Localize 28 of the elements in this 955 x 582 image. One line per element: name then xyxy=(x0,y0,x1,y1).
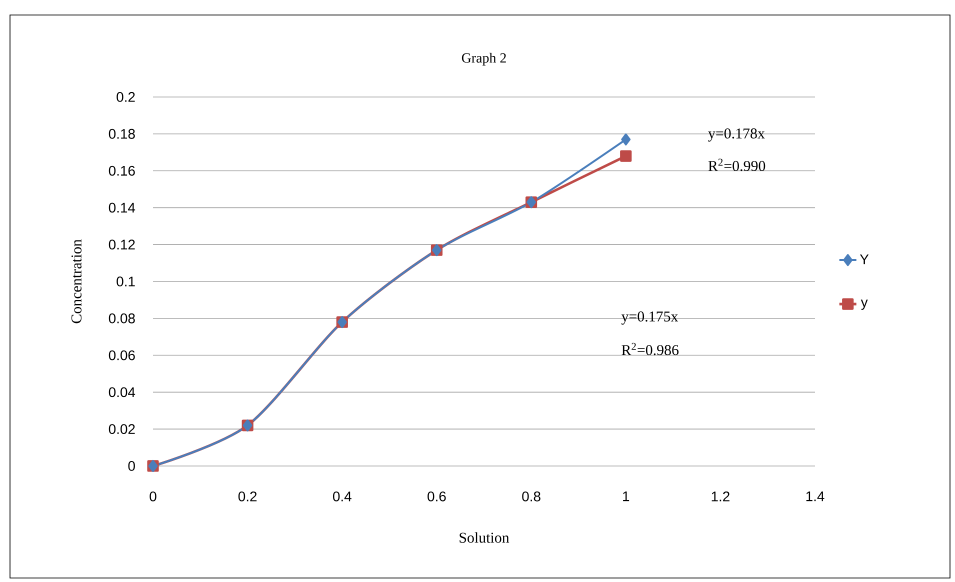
y-tick-label: 0.04 xyxy=(108,387,136,398)
x-tick-label: 0.8 xyxy=(522,491,540,502)
x-axis-title: Solution xyxy=(460,532,510,543)
chart-title: Graph 2 xyxy=(462,52,506,66)
y-tick-label: 0.16 xyxy=(108,166,135,176)
y-tick-label: 0.18 xyxy=(108,128,135,139)
y-tick-label: 0.2 xyxy=(116,92,135,102)
annotation: R$^{2}$=0.990 xyxy=(708,158,766,172)
legend-label: y xyxy=(860,300,868,310)
x-tick-label: 1 xyxy=(623,492,630,502)
y-tick-label: 0.14 xyxy=(108,202,136,213)
x-tick-label: 0.6 xyxy=(428,491,446,502)
legend-label: Y xyxy=(860,254,869,264)
y-tick-label: 0.08 xyxy=(108,313,135,324)
x-tick-label: 1.4 xyxy=(806,492,824,502)
y-tick-label: 0.02 xyxy=(108,424,135,434)
y-tick-label: 0.06 xyxy=(108,350,135,360)
y-axis-title: Concentration xyxy=(71,239,82,324)
x-tick-label: 0.2 xyxy=(238,491,257,502)
annotation: R$^{2}$=0.986 xyxy=(622,342,679,356)
x-tick-label: 0.4 xyxy=(333,491,352,502)
y-tick-label: 0 xyxy=(128,461,135,471)
x-tick-label: 0 xyxy=(150,491,156,502)
annotation: y=0.175x xyxy=(621,311,678,325)
annotation: y=0.178x xyxy=(708,128,765,142)
x-tick-label: 1.2 xyxy=(712,491,730,502)
y-tick-label: 0.12 xyxy=(108,240,135,250)
y-tick-label: 0.1 xyxy=(116,276,135,286)
